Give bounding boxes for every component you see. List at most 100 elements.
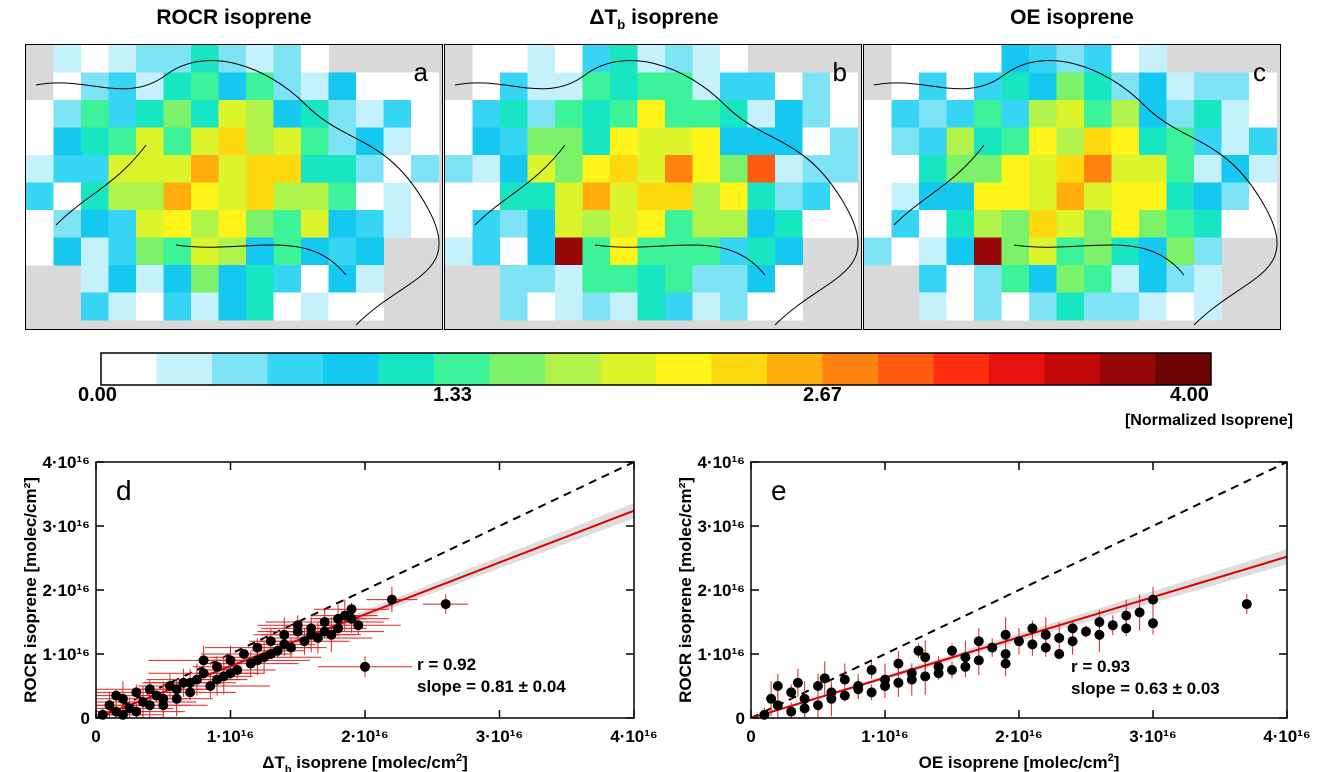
map-cell bbox=[301, 45, 329, 73]
map-cell bbox=[1084, 210, 1112, 238]
data-point bbox=[1040, 629, 1051, 640]
x-tick-label: 3·10¹⁶ bbox=[476, 727, 524, 746]
map-title-a: ROCR isoprene bbox=[156, 6, 312, 29]
map-cell bbox=[555, 127, 583, 156]
map-cell bbox=[747, 100, 776, 128]
map-cell bbox=[919, 127, 947, 156]
data-point bbox=[292, 620, 303, 631]
map-cell bbox=[527, 292, 556, 321]
map-cell bbox=[1166, 127, 1195, 156]
data-point bbox=[198, 655, 209, 666]
map-cell bbox=[136, 210, 164, 238]
map-cell bbox=[1001, 100, 1030, 128]
map-cell bbox=[301, 210, 329, 238]
map-cell bbox=[775, 155, 803, 183]
map-cell bbox=[356, 155, 384, 183]
map-cell bbox=[136, 45, 164, 73]
y-tick-label: 0 bbox=[736, 709, 745, 728]
map-cell bbox=[1084, 182, 1112, 211]
slope-value: slope = 0.81 ± 0.04 bbox=[417, 677, 566, 696]
map-cell bbox=[218, 100, 247, 128]
colorbar-segment bbox=[1155, 353, 1212, 385]
map-cell bbox=[582, 127, 611, 156]
map-cell bbox=[747, 72, 776, 101]
map-cell bbox=[163, 45, 192, 73]
map-cell bbox=[136, 155, 164, 183]
map-cell bbox=[775, 127, 803, 156]
map-cell bbox=[1194, 127, 1222, 156]
map-cell bbox=[1249, 182, 1277, 211]
colorbar-segment bbox=[212, 353, 268, 385]
map-cell bbox=[610, 45, 638, 73]
map-cell bbox=[301, 127, 329, 156]
data-point bbox=[866, 687, 877, 698]
data-point bbox=[279, 629, 290, 640]
map-cell bbox=[527, 265, 556, 293]
map-cell bbox=[610, 182, 638, 211]
map-cell bbox=[582, 100, 611, 128]
data-point bbox=[111, 690, 122, 701]
data-point bbox=[1134, 607, 1145, 618]
map-cell bbox=[692, 237, 721, 266]
map-cell bbox=[472, 237, 501, 266]
data-point bbox=[360, 661, 370, 672]
map-cell bbox=[1084, 127, 1112, 156]
data-point bbox=[205, 681, 216, 691]
map-cell bbox=[637, 127, 666, 156]
data-point bbox=[386, 594, 397, 605]
map-cell bbox=[163, 265, 192, 293]
map-cell bbox=[1029, 155, 1057, 183]
map-cell bbox=[692, 45, 721, 73]
map-cell bbox=[864, 210, 892, 238]
x-label-end: ] bbox=[462, 753, 468, 772]
map-cell bbox=[136, 127, 164, 156]
data-point bbox=[1241, 599, 1252, 610]
data-point bbox=[265, 649, 276, 659]
map-cell bbox=[946, 265, 975, 293]
colorbar-segment bbox=[878, 353, 934, 385]
colorbar-unit: [Normalized Isoprene] bbox=[1124, 412, 1293, 429]
data-point bbox=[1094, 629, 1105, 640]
map-cell bbox=[1056, 182, 1085, 211]
map-cell bbox=[582, 265, 611, 293]
map-cell bbox=[53, 127, 82, 156]
data-point bbox=[1121, 610, 1132, 621]
map-cell bbox=[53, 182, 82, 211]
map-cell bbox=[720, 72, 748, 101]
map-cell bbox=[830, 100, 858, 128]
map-cell bbox=[1029, 72, 1057, 101]
map-cell bbox=[582, 72, 611, 101]
data-point bbox=[813, 700, 823, 711]
map-cell bbox=[1249, 100, 1277, 128]
map-cell bbox=[1029, 182, 1057, 211]
map-cell bbox=[472, 127, 501, 156]
data-point bbox=[104, 700, 115, 711]
data-point bbox=[772, 700, 783, 711]
data-point bbox=[913, 645, 924, 656]
map-cell bbox=[747, 237, 776, 266]
map-cell bbox=[1221, 155, 1250, 183]
map-cell bbox=[108, 210, 137, 238]
panel-letter-b: b bbox=[832, 57, 847, 87]
map-cell bbox=[26, 237, 54, 266]
map-cell bbox=[191, 127, 219, 156]
map-cell bbox=[610, 155, 638, 183]
data-point bbox=[144, 684, 155, 695]
map-cell bbox=[720, 127, 748, 156]
colorbar-segment bbox=[767, 353, 823, 385]
map-cell bbox=[527, 237, 556, 266]
map-cell bbox=[383, 155, 412, 183]
map-cell bbox=[500, 100, 528, 128]
map-cell bbox=[273, 292, 302, 321]
colorbar-segment bbox=[989, 353, 1045, 385]
map-cell bbox=[946, 72, 975, 101]
map-panel-a: a bbox=[25, 44, 443, 330]
map-cell bbox=[665, 265, 693, 293]
data-point bbox=[1014, 636, 1024, 647]
map-cell bbox=[527, 100, 556, 128]
map-cell bbox=[163, 210, 192, 238]
map-cell bbox=[946, 45, 975, 73]
map-cell bbox=[775, 292, 803, 321]
map-cell bbox=[637, 45, 666, 73]
map-cell bbox=[582, 155, 611, 183]
